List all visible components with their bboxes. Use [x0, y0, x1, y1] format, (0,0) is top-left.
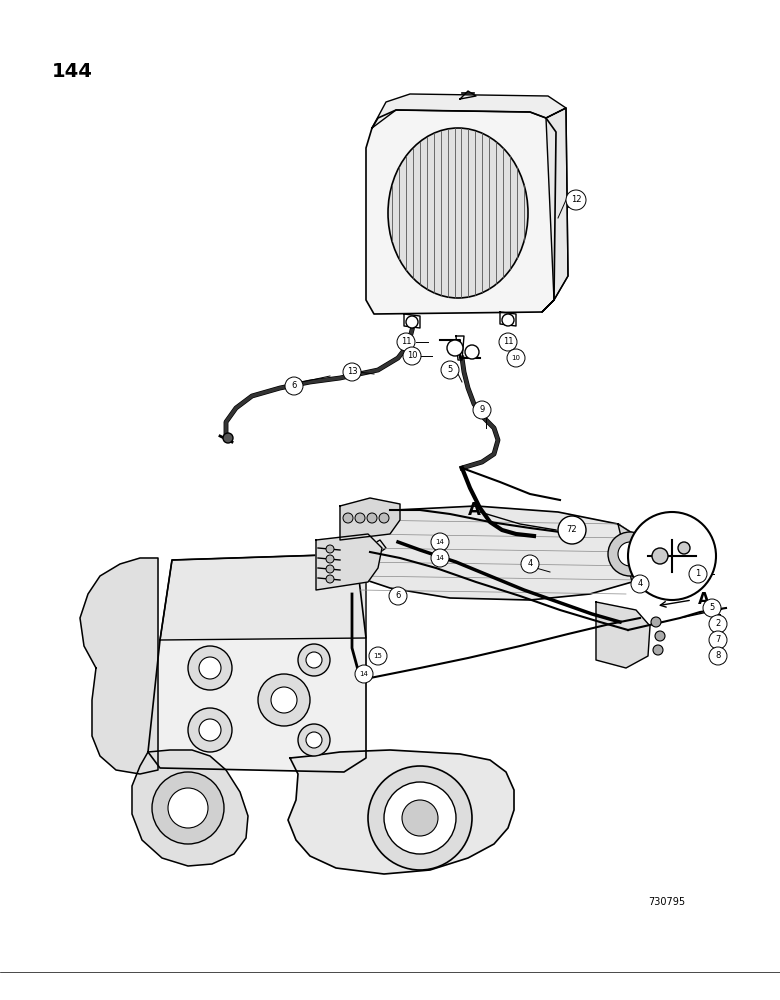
Circle shape	[502, 314, 514, 326]
Polygon shape	[618, 524, 648, 582]
Circle shape	[652, 548, 668, 564]
Polygon shape	[132, 750, 248, 866]
Text: 4: 4	[527, 560, 533, 568]
Polygon shape	[160, 540, 386, 640]
Text: 6: 6	[291, 381, 296, 390]
Circle shape	[473, 401, 491, 419]
Circle shape	[285, 377, 303, 395]
Circle shape	[397, 333, 415, 351]
Circle shape	[447, 340, 463, 356]
Circle shape	[152, 772, 224, 844]
Text: 9: 9	[480, 406, 484, 414]
Circle shape	[271, 687, 297, 713]
Polygon shape	[596, 602, 650, 668]
Circle shape	[379, 513, 389, 523]
Circle shape	[566, 190, 586, 210]
Circle shape	[402, 800, 438, 836]
Text: 11: 11	[503, 338, 513, 347]
Circle shape	[343, 363, 361, 381]
Text: 144: 144	[52, 62, 93, 81]
Circle shape	[465, 345, 479, 359]
Circle shape	[689, 565, 707, 583]
Text: 5: 5	[448, 365, 452, 374]
Circle shape	[168, 788, 208, 828]
Circle shape	[368, 766, 472, 870]
Circle shape	[651, 617, 661, 627]
Text: 14: 14	[360, 671, 368, 677]
Text: 14: 14	[435, 555, 445, 561]
Circle shape	[223, 433, 233, 443]
Circle shape	[678, 542, 690, 554]
Text: 4: 4	[637, 580, 643, 588]
Circle shape	[709, 647, 727, 665]
Circle shape	[521, 555, 539, 573]
Polygon shape	[366, 110, 556, 314]
Polygon shape	[316, 534, 382, 590]
Circle shape	[628, 512, 716, 600]
Text: 10: 10	[512, 355, 520, 361]
Text: 1: 1	[696, 570, 700, 578]
Circle shape	[703, 599, 721, 617]
Circle shape	[384, 782, 456, 854]
Circle shape	[343, 513, 353, 523]
Text: 8: 8	[715, 652, 721, 660]
Circle shape	[326, 565, 334, 573]
Circle shape	[431, 549, 449, 567]
Circle shape	[199, 657, 221, 679]
Circle shape	[507, 349, 525, 367]
Circle shape	[631, 575, 649, 593]
Text: —: —	[566, 202, 577, 212]
Circle shape	[709, 615, 727, 633]
Text: 15: 15	[374, 653, 382, 659]
Text: 14: 14	[435, 539, 445, 545]
Text: 5: 5	[709, 603, 714, 612]
Circle shape	[306, 732, 322, 748]
Circle shape	[367, 513, 377, 523]
Polygon shape	[340, 498, 400, 540]
Text: A: A	[698, 592, 710, 607]
Circle shape	[326, 575, 334, 583]
Circle shape	[558, 516, 586, 544]
Circle shape	[389, 587, 407, 605]
Circle shape	[258, 674, 310, 726]
Polygon shape	[542, 108, 568, 312]
Polygon shape	[288, 750, 514, 874]
Circle shape	[441, 361, 459, 379]
Circle shape	[608, 532, 652, 576]
Circle shape	[326, 555, 334, 563]
Circle shape	[499, 333, 517, 351]
Text: 6: 6	[395, 591, 401, 600]
Circle shape	[188, 646, 232, 690]
Ellipse shape	[388, 128, 528, 298]
Circle shape	[298, 724, 330, 756]
Circle shape	[709, 631, 727, 649]
Circle shape	[199, 719, 221, 741]
Text: 13: 13	[346, 367, 357, 376]
Circle shape	[655, 631, 665, 641]
Text: 11: 11	[401, 338, 411, 347]
Circle shape	[618, 542, 642, 566]
Circle shape	[188, 708, 232, 752]
Text: 2: 2	[715, 619, 721, 629]
Text: A: A	[467, 501, 480, 519]
Text: 12: 12	[571, 196, 581, 205]
Polygon shape	[80, 558, 158, 774]
Polygon shape	[372, 94, 566, 128]
Polygon shape	[340, 506, 648, 600]
Circle shape	[298, 644, 330, 676]
Circle shape	[403, 347, 421, 365]
Text: 72: 72	[567, 526, 577, 534]
Circle shape	[306, 652, 322, 668]
Circle shape	[355, 665, 373, 683]
Circle shape	[326, 545, 334, 553]
Circle shape	[369, 647, 387, 665]
Text: 7: 7	[715, 636, 721, 645]
Circle shape	[431, 533, 449, 551]
Circle shape	[653, 645, 663, 655]
Circle shape	[355, 513, 365, 523]
Text: 730795: 730795	[648, 897, 685, 907]
Text: 10: 10	[406, 352, 417, 360]
Circle shape	[406, 316, 418, 328]
Polygon shape	[148, 554, 366, 772]
